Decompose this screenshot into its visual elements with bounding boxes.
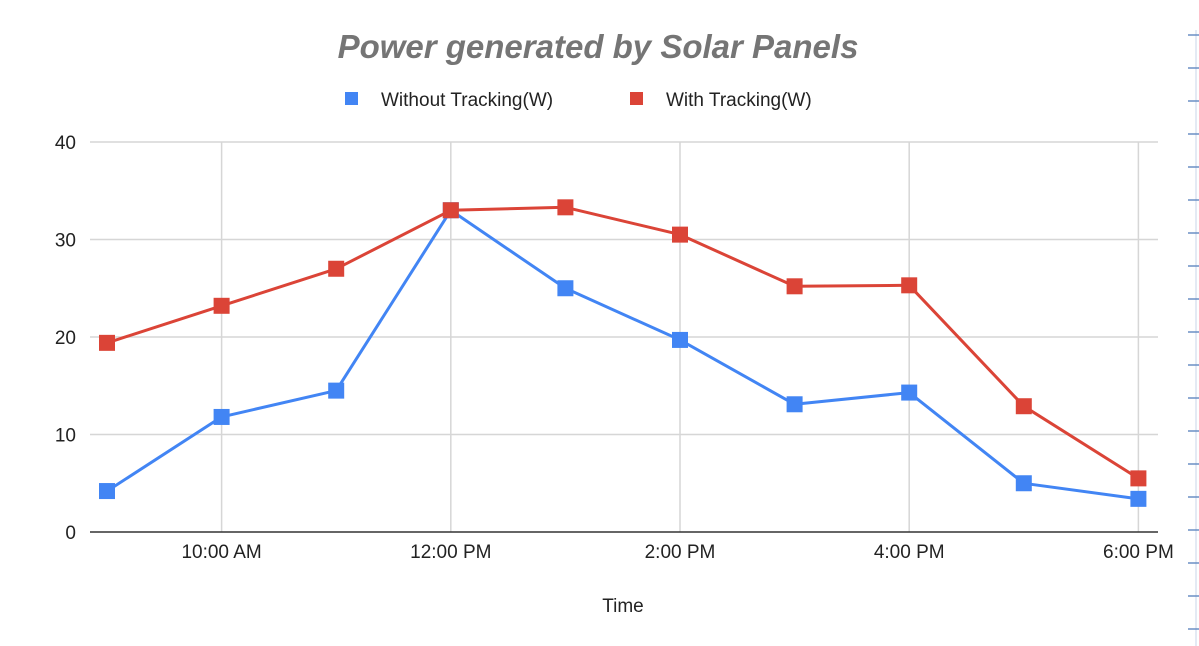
data-point <box>1015 475 1032 492</box>
x-tick-label: 6:00 PM <box>1103 542 1174 563</box>
x-axis-ticks: 10:00 AM 12:00 PM 2:00 PM 4:00 PM 6:00 PM <box>181 542 1173 563</box>
data-point <box>786 278 803 295</box>
data-point <box>1130 470 1147 487</box>
x-tick-label: 4:00 PM <box>874 542 945 563</box>
legend: Without Tracking(W) With Tracking(W) <box>345 90 812 111</box>
x-tick-label: 12:00 PM <box>410 542 491 563</box>
x-tick-label: 2:00 PM <box>645 542 716 563</box>
data-point <box>901 384 918 401</box>
series-layer <box>99 199 1147 507</box>
data-point <box>1130 490 1147 507</box>
data-point <box>901 277 918 294</box>
y-tick-label: 40 <box>55 133 76 154</box>
series-0 <box>99 202 1147 507</box>
series-line <box>106 205 1140 480</box>
y-tick-label: 10 <box>55 426 76 447</box>
series-1 <box>99 199 1147 487</box>
legend-label: With Tracking(W) <box>666 90 812 111</box>
data-point <box>557 280 574 297</box>
data-point <box>672 331 688 348</box>
data-point <box>213 408 230 425</box>
x-axis-title: Time <box>602 596 644 617</box>
legend-label: Without Tracking(W) <box>381 90 553 111</box>
data-point <box>99 334 115 351</box>
gridlines <box>90 141 1158 533</box>
y-tick-label: 30 <box>55 231 76 252</box>
data-point <box>99 483 115 500</box>
legend-swatch <box>345 92 358 105</box>
data-point <box>442 202 459 219</box>
data-point <box>786 396 803 413</box>
right-edge-ticks <box>1188 30 1199 646</box>
data-point <box>557 199 574 216</box>
y-axis-ticks: 0 10 20 30 40 <box>55 133 76 544</box>
y-tick-label: 20 <box>55 328 76 349</box>
data-point <box>213 297 230 314</box>
series-line <box>106 208 1139 501</box>
data-point <box>672 226 688 243</box>
x-tick-label: 10:00 AM <box>181 542 261 563</box>
y-tick-label: 0 <box>65 523 76 544</box>
chart-title: Power generated by Solar Panels <box>338 28 859 65</box>
legend-swatch <box>630 92 643 105</box>
data-point <box>328 260 345 277</box>
data-point <box>328 382 345 399</box>
data-point <box>1015 398 1032 415</box>
